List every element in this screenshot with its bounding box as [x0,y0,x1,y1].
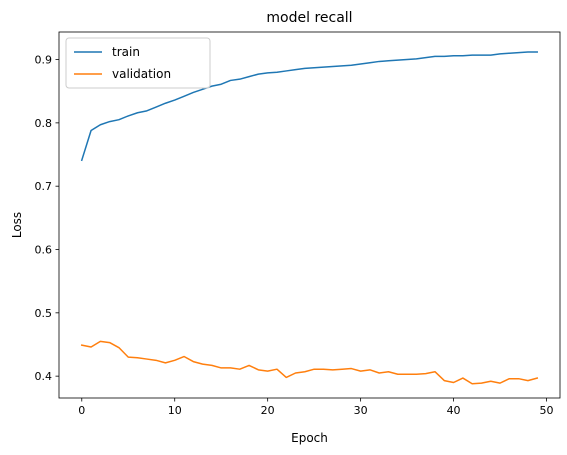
legend-label-train: train [112,45,140,59]
y-tick-label: 0.5 [35,307,53,320]
x-tick-label: 40 [447,404,461,417]
y-tick-label: 0.7 [35,180,53,193]
axes-box [58,31,561,399]
y-axis-ticks: 0.4 0.5 0.6 0.7 0.8 0.9 [35,54,59,383]
chart-title: model recall [266,10,352,26]
y-tick-label: 0.6 [35,244,53,257]
x-tick-label: 50 [540,404,554,417]
plot-lines [80,51,539,385]
series-line-train [80,51,538,162]
x-axis-label: Epoch [291,431,328,445]
x-axis-ticks: 0 10 20 30 40 50 [78,398,554,417]
legend-box [65,37,211,89]
x-tick-label: 10 [168,404,182,417]
y-axis-label: Loss [10,212,24,238]
x-tick-label: 0 [78,404,85,417]
legend: train validation [65,37,211,89]
x-tick-label: 20 [261,404,275,417]
y-tick-label: 0.8 [35,117,53,130]
legend-label-validation: validation [112,67,171,81]
x-tick-label: 30 [354,404,368,417]
axes-frame [58,31,561,399]
series-line-validation [80,340,539,385]
y-tick-label: 0.4 [35,370,53,383]
y-tick-label: 0.9 [35,54,53,67]
